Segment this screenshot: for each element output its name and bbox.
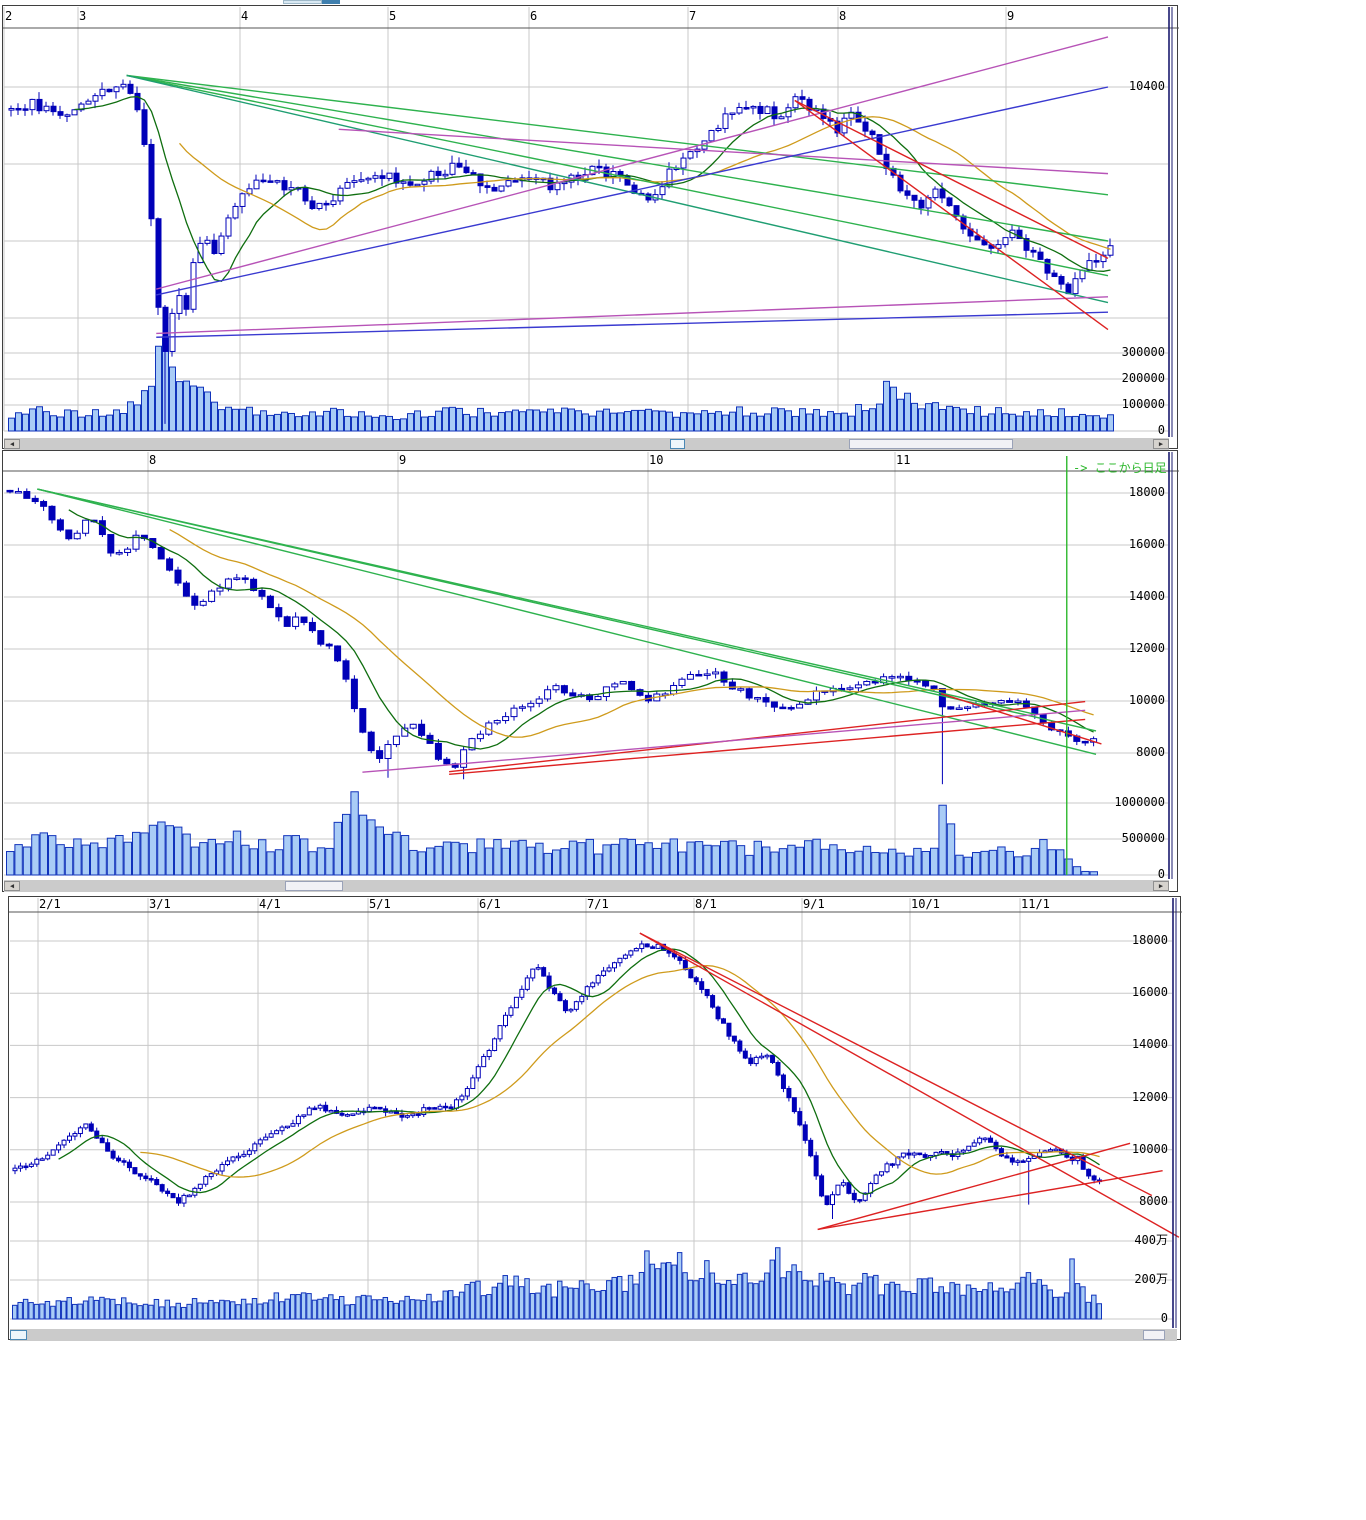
x-axis-label: 9/1: [803, 897, 825, 911]
x-axis-label: 2: [5, 9, 13, 23]
volume-axis-label: 500000: [1121, 831, 1165, 845]
scrollbar-thumb[interactable]: [285, 881, 343, 891]
scroll-right-button[interactable]: ▶: [1153, 439, 1169, 449]
chart-panel-bottom: 2/1 3/1 4/1 5/1 6/1 7/1 8/1 9/1 10/1 11/1 18000 160…: [8, 896, 1182, 1341]
x-axis-label: 4: [241, 9, 249, 23]
x-axis-label: 2/1: [39, 897, 61, 911]
chart-panel-middle: -> ここから日足 8 9 10 11 18000 16000 14000 12000 1000…: [2, 450, 1179, 892]
price-axis-label: 18000: [1128, 485, 1165, 499]
clipped-search-input[interactable]: [283, 0, 322, 4]
volume-axis-label: 1000000: [1114, 795, 1165, 809]
x-axis-label: 6/1: [479, 897, 501, 911]
h-scrollbar[interactable]: ◀ ▶: [4, 438, 1169, 450]
volume-axis-label: 0: [1157, 867, 1165, 881]
scroll-left-button[interactable]: ◀: [4, 881, 20, 891]
h-scrollbar[interactable]: ◀ ▶: [4, 880, 1169, 892]
volume-axis-label: 200000: [1121, 371, 1165, 385]
x-axis-label: 11/1: [1021, 897, 1050, 911]
price-axis-label: 12000: [1131, 1089, 1168, 1104]
price-axis-label: 14000: [1131, 1037, 1168, 1052]
price-axis-label: 10000: [1131, 1141, 1168, 1156]
h-scrollbar[interactable]: [10, 1329, 1177, 1341]
daily-candles-annotation: -> ここから日足: [1073, 461, 1167, 475]
x-axis-label: 3/1: [149, 897, 171, 911]
volume-axis-label: 300000: [1121, 345, 1165, 359]
scrollbar-marker[interactable]: [670, 439, 685, 449]
candlestick-plot-top: [3, 7, 1179, 437]
price-axis-label: 18000: [1131, 933, 1168, 947]
chart-panel-top: 2 3 4 5 6 7 8 9 10400 300000 200000 100000 0 ◀ ▶: [2, 5, 1179, 450]
x-axis-label: 5: [389, 9, 397, 23]
scroll-right-button[interactable]: ▶: [1153, 881, 1169, 891]
clipped-search-button[interactable]: [322, 0, 340, 4]
x-axis-label: 8: [839, 9, 847, 23]
scrollbar-marker[interactable]: [10, 1330, 27, 1340]
price-axis-label: 10000: [1128, 693, 1165, 707]
candlestick-plot-bottom: [9, 898, 1182, 1328]
price-axis-label: 8000: [1136, 745, 1165, 759]
x-axis-label: 9: [1007, 9, 1015, 23]
scroll-left-button[interactable]: ◀: [4, 439, 20, 449]
x-axis-label: 7/1: [587, 897, 609, 911]
x-axis-label: 10/1: [911, 897, 940, 911]
price-axis-label: 14000: [1128, 589, 1165, 603]
volume-axis-label: 200万: [1134, 1272, 1168, 1286]
x-axis-label: 6: [530, 9, 538, 23]
x-axis-label: 11: [896, 453, 911, 467]
x-axis-label: 4/1: [259, 897, 281, 911]
price-axis-label: 8000: [1139, 1194, 1168, 1208]
candlestick-plot-middle: [3, 452, 1179, 879]
volume-axis-label: 100000: [1121, 397, 1165, 411]
x-axis-label: 5/1: [369, 897, 391, 911]
x-axis-label: 7: [689, 9, 697, 23]
x-axis-label: 9: [399, 453, 407, 467]
volume-axis-label: 400万: [1134, 1233, 1168, 1247]
price-axis-label: 16000: [1128, 537, 1165, 551]
price-axis-label: 12000: [1128, 641, 1165, 655]
price-axis-label: 10400: [1128, 79, 1165, 93]
scrollbar-thumb[interactable]: [1143, 1330, 1165, 1340]
scrollbar-thumb[interactable]: [849, 439, 1013, 449]
x-axis-label: 8: [149, 453, 157, 467]
volume-axis-label: 0: [1160, 1311, 1168, 1325]
x-axis-label: 10: [649, 453, 664, 467]
volume-axis-label: 0: [1157, 423, 1165, 437]
x-axis-label: 3: [79, 9, 87, 23]
price-axis-label: 16000: [1131, 985, 1168, 1000]
x-axis-label: 8/1: [695, 897, 717, 911]
